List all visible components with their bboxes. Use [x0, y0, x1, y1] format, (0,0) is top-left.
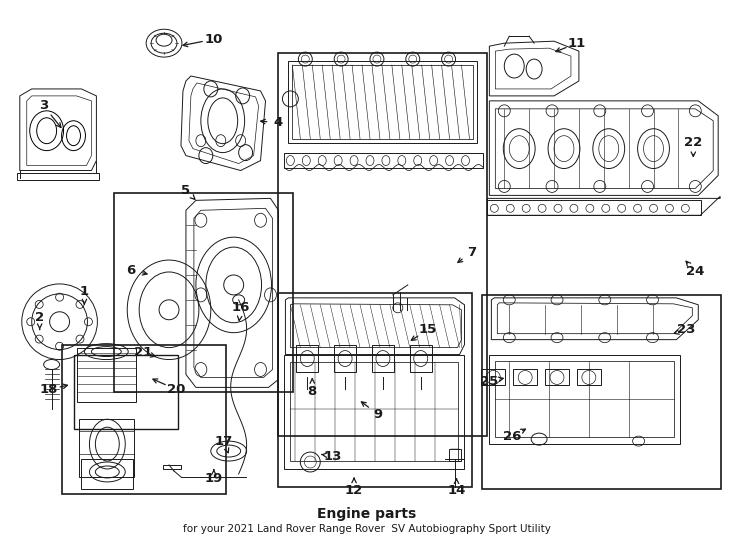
Text: Engine parts: Engine parts [317, 507, 417, 521]
Text: 4: 4 [274, 116, 283, 129]
Bar [292, 65, 473, 139]
Bar [482, 295, 722, 489]
Bar [62, 345, 226, 494]
Text: 7: 7 [467, 246, 476, 259]
Text: 3: 3 [39, 99, 48, 112]
Bar [278, 293, 473, 487]
Text: 2: 2 [35, 311, 44, 324]
Bar [278, 53, 487, 436]
Bar [79, 419, 134, 477]
Bar [291, 361, 457, 461]
Text: 20: 20 [167, 383, 185, 396]
Text: 21: 21 [134, 346, 152, 359]
Text: 18: 18 [40, 383, 58, 396]
Text: 16: 16 [231, 301, 250, 314]
Text: 24: 24 [686, 266, 705, 279]
Bar [73, 355, 178, 429]
Text: 26: 26 [503, 430, 521, 443]
Text: 23: 23 [677, 323, 696, 336]
Text: 22: 22 [684, 136, 702, 149]
Bar [487, 200, 701, 215]
Bar [285, 153, 484, 167]
Text: 11: 11 [568, 37, 586, 50]
Text: 5: 5 [181, 184, 191, 197]
Bar [76, 348, 137, 402]
Text: 19: 19 [205, 472, 223, 485]
Bar [115, 193, 294, 393]
Bar [448, 449, 460, 461]
Text: for your 2021 Land Rover Range Rover  SV Autobiography Sport Utility: for your 2021 Land Rover Range Rover SV … [183, 524, 551, 534]
Text: 1: 1 [80, 285, 89, 299]
Text: 12: 12 [345, 484, 363, 497]
Text: 9: 9 [374, 408, 382, 421]
Bar [285, 355, 463, 469]
Bar [288, 61, 477, 143]
Bar [81, 459, 133, 489]
Text: 15: 15 [418, 323, 437, 336]
Text: 10: 10 [205, 33, 223, 46]
Text: 14: 14 [447, 484, 466, 497]
Text: 6: 6 [126, 264, 136, 276]
Text: 8: 8 [308, 385, 317, 398]
Text: 25: 25 [480, 375, 498, 388]
Text: 13: 13 [324, 449, 342, 463]
Text: 17: 17 [214, 435, 233, 448]
